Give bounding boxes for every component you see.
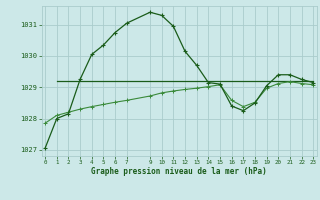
X-axis label: Graphe pression niveau de la mer (hPa): Graphe pression niveau de la mer (hPa) (91, 167, 267, 176)
